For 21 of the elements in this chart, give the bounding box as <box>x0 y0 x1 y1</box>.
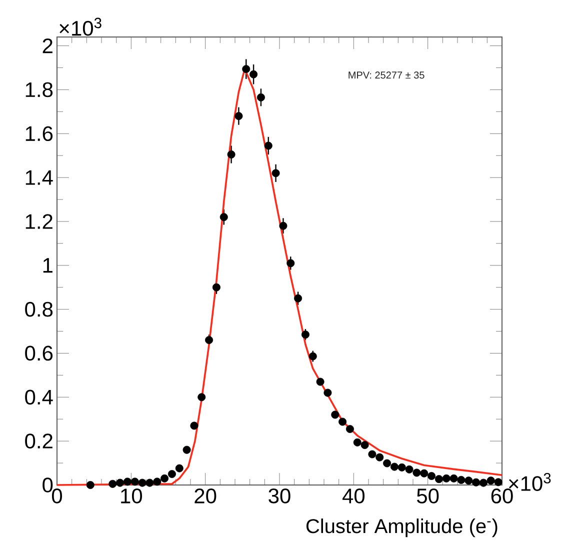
x-tick-label: 50 <box>417 488 439 504</box>
y-tick-label: 1.6 <box>26 126 53 142</box>
y-tick-label: 0 <box>42 478 53 492</box>
x-tick-label: 40 <box>342 488 365 504</box>
x-tick-label: 20 <box>194 488 216 504</box>
x-tick-label: 10 <box>121 488 142 504</box>
x-tick-label: 30 <box>268 488 290 504</box>
y-tick-label: 1 <box>43 258 52 273</box>
y-tick-label: 0.6 <box>25 346 53 361</box>
x-axis-title: Cluster Amplitude (e$^{-}$) <box>306 518 498 538</box>
y-tick-label: 0.2 <box>25 434 52 449</box>
text: ×10$^{3}$ <box>508 473 551 491</box>
annotation: MPV: 25277 ± 35 <box>348 72 424 79</box>
text: ×10$^{3}$ <box>60 18 102 36</box>
y-tick-label: 2 <box>42 38 52 54</box>
y-tick-label: 1.8 <box>26 82 53 98</box>
y-tick-label: 0.8 <box>25 302 53 317</box>
y-tick-label: 1.4 <box>26 170 53 185</box>
y-tick-label: 1.2 <box>26 214 52 229</box>
x-tick-label: 60 <box>491 488 513 504</box>
y-tick-label: 0.4 <box>25 390 53 405</box>
